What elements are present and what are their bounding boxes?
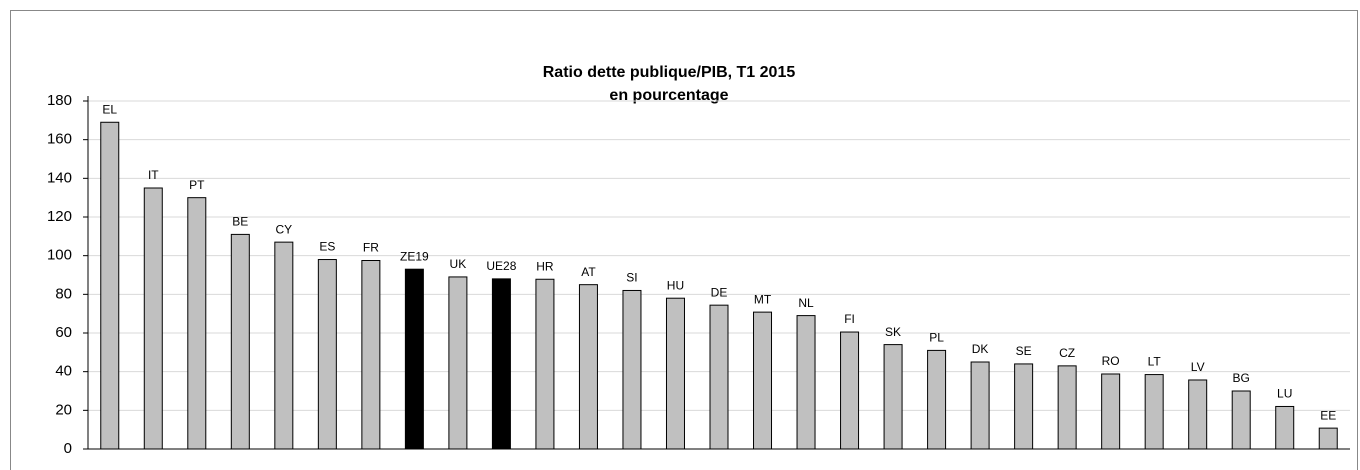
chart-subtitle: en pourcentage — [609, 87, 728, 104]
bar — [1188, 379, 1208, 450]
bar — [578, 284, 598, 450]
y-tick-label: 140 — [47, 169, 72, 186]
y-tick-label: 120 — [47, 208, 72, 225]
category-label: EL — [102, 102, 117, 116]
category-label: LU — [1277, 387, 1292, 401]
bar — [1275, 405, 1295, 450]
bar — [404, 268, 424, 450]
bar — [1101, 373, 1121, 450]
category-label: FI — [844, 312, 855, 326]
chart-title: Ratio dette publique/PIB, T1 2015 — [543, 64, 796, 81]
bar — [753, 311, 773, 450]
bar — [927, 349, 947, 450]
bar — [448, 276, 468, 450]
category-label: PL — [929, 331, 944, 345]
category-label: SI — [626, 271, 637, 285]
y-tick-label: 40 — [55, 363, 72, 380]
category-label: ES — [319, 240, 335, 254]
category-label: UK — [450, 257, 467, 271]
bar — [143, 187, 163, 450]
bar — [317, 259, 337, 450]
category-label: HR — [536, 259, 554, 273]
category-label: ZE19 — [400, 249, 429, 263]
y-tick-label: 180 — [47, 92, 72, 109]
bar — [883, 344, 903, 450]
y-tick-label: 100 — [47, 247, 72, 264]
bar — [535, 278, 555, 450]
category-label: BG — [1233, 371, 1250, 385]
bar — [1057, 365, 1077, 450]
bar — [1144, 374, 1164, 450]
category-label: FR — [363, 241, 379, 255]
bar — [1231, 390, 1251, 450]
bar — [187, 197, 207, 450]
category-label: PT — [189, 178, 205, 192]
bar — [796, 315, 816, 450]
category-label: RO — [1102, 354, 1120, 368]
bar — [622, 289, 642, 450]
bar — [1318, 427, 1338, 450]
category-label: IT — [148, 168, 159, 182]
category-label: MT — [754, 292, 772, 306]
bar — [491, 278, 511, 450]
bar — [230, 233, 250, 450]
category-label: BE — [232, 215, 248, 229]
category-label: CZ — [1059, 346, 1075, 360]
category-label: EE — [1320, 408, 1336, 422]
bar — [274, 241, 294, 450]
y-tick-label: 0 — [64, 440, 72, 457]
bar — [1014, 363, 1034, 450]
y-tick-label: 20 — [55, 401, 72, 418]
category-label: NL — [798, 296, 814, 310]
category-label: SE — [1016, 344, 1032, 358]
category-label: DK — [972, 342, 989, 356]
bar — [665, 297, 685, 450]
category-label: CY — [275, 222, 292, 236]
category-label: AT — [581, 265, 596, 279]
bar — [361, 260, 381, 450]
category-label: SK — [885, 325, 901, 339]
bar — [970, 361, 990, 450]
bar — [709, 304, 729, 450]
y-tick-label: 80 — [55, 285, 72, 302]
bar — [100, 121, 120, 450]
category-label: HU — [667, 278, 684, 292]
y-tick-label: 60 — [55, 324, 72, 341]
category-label: LT — [1148, 355, 1162, 369]
category-label: DE — [711, 285, 728, 299]
category-label: UE28 — [486, 259, 516, 273]
category-label: LV — [1191, 360, 1205, 374]
y-tick-label: 160 — [47, 131, 72, 148]
bar — [840, 331, 860, 450]
